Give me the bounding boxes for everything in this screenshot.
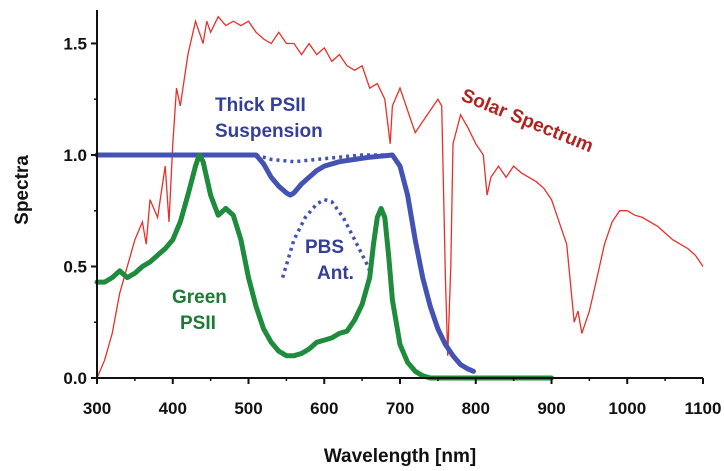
x-axis-title: Wavelength [nm]	[324, 446, 476, 467]
green-label: Green	[172, 287, 227, 308]
solar-series-line	[96, 15, 704, 379]
x-tick-label: 500	[234, 399, 262, 418]
x-tick-label: 400	[159, 399, 187, 418]
green-series-line	[94, 152, 554, 381]
x-tick-label: 600	[310, 399, 338, 418]
ant-label: Ant.	[317, 263, 354, 284]
thick-dotted-series-line	[255, 153, 385, 164]
pbs-label: PBS	[305, 237, 344, 258]
green-psii-label: PSII	[180, 313, 216, 334]
y-tick-label: 1.0	[63, 146, 87, 165]
x-tick-label: 1100	[685, 399, 722, 418]
x-tick-label: 700	[386, 399, 414, 418]
solar-spectrum-label: Solar Spectrum	[458, 85, 596, 157]
x-tick-label: 1000	[608, 399, 646, 418]
pbs-series-line	[280, 197, 372, 279]
y-axis-title: Spectra	[12, 155, 33, 225]
y-tick-label: 0.0	[63, 369, 87, 388]
x-tick-label: 900	[537, 399, 565, 418]
x-tick-label: 300	[83, 399, 111, 418]
y-tick-label: 1.5	[63, 34, 87, 53]
y-tick-label: 0.5	[63, 257, 87, 276]
thick-psii-label: Thick PSII	[215, 95, 306, 116]
x-tick-label: 800	[462, 399, 490, 418]
suspension-label: Suspension	[215, 121, 323, 142]
